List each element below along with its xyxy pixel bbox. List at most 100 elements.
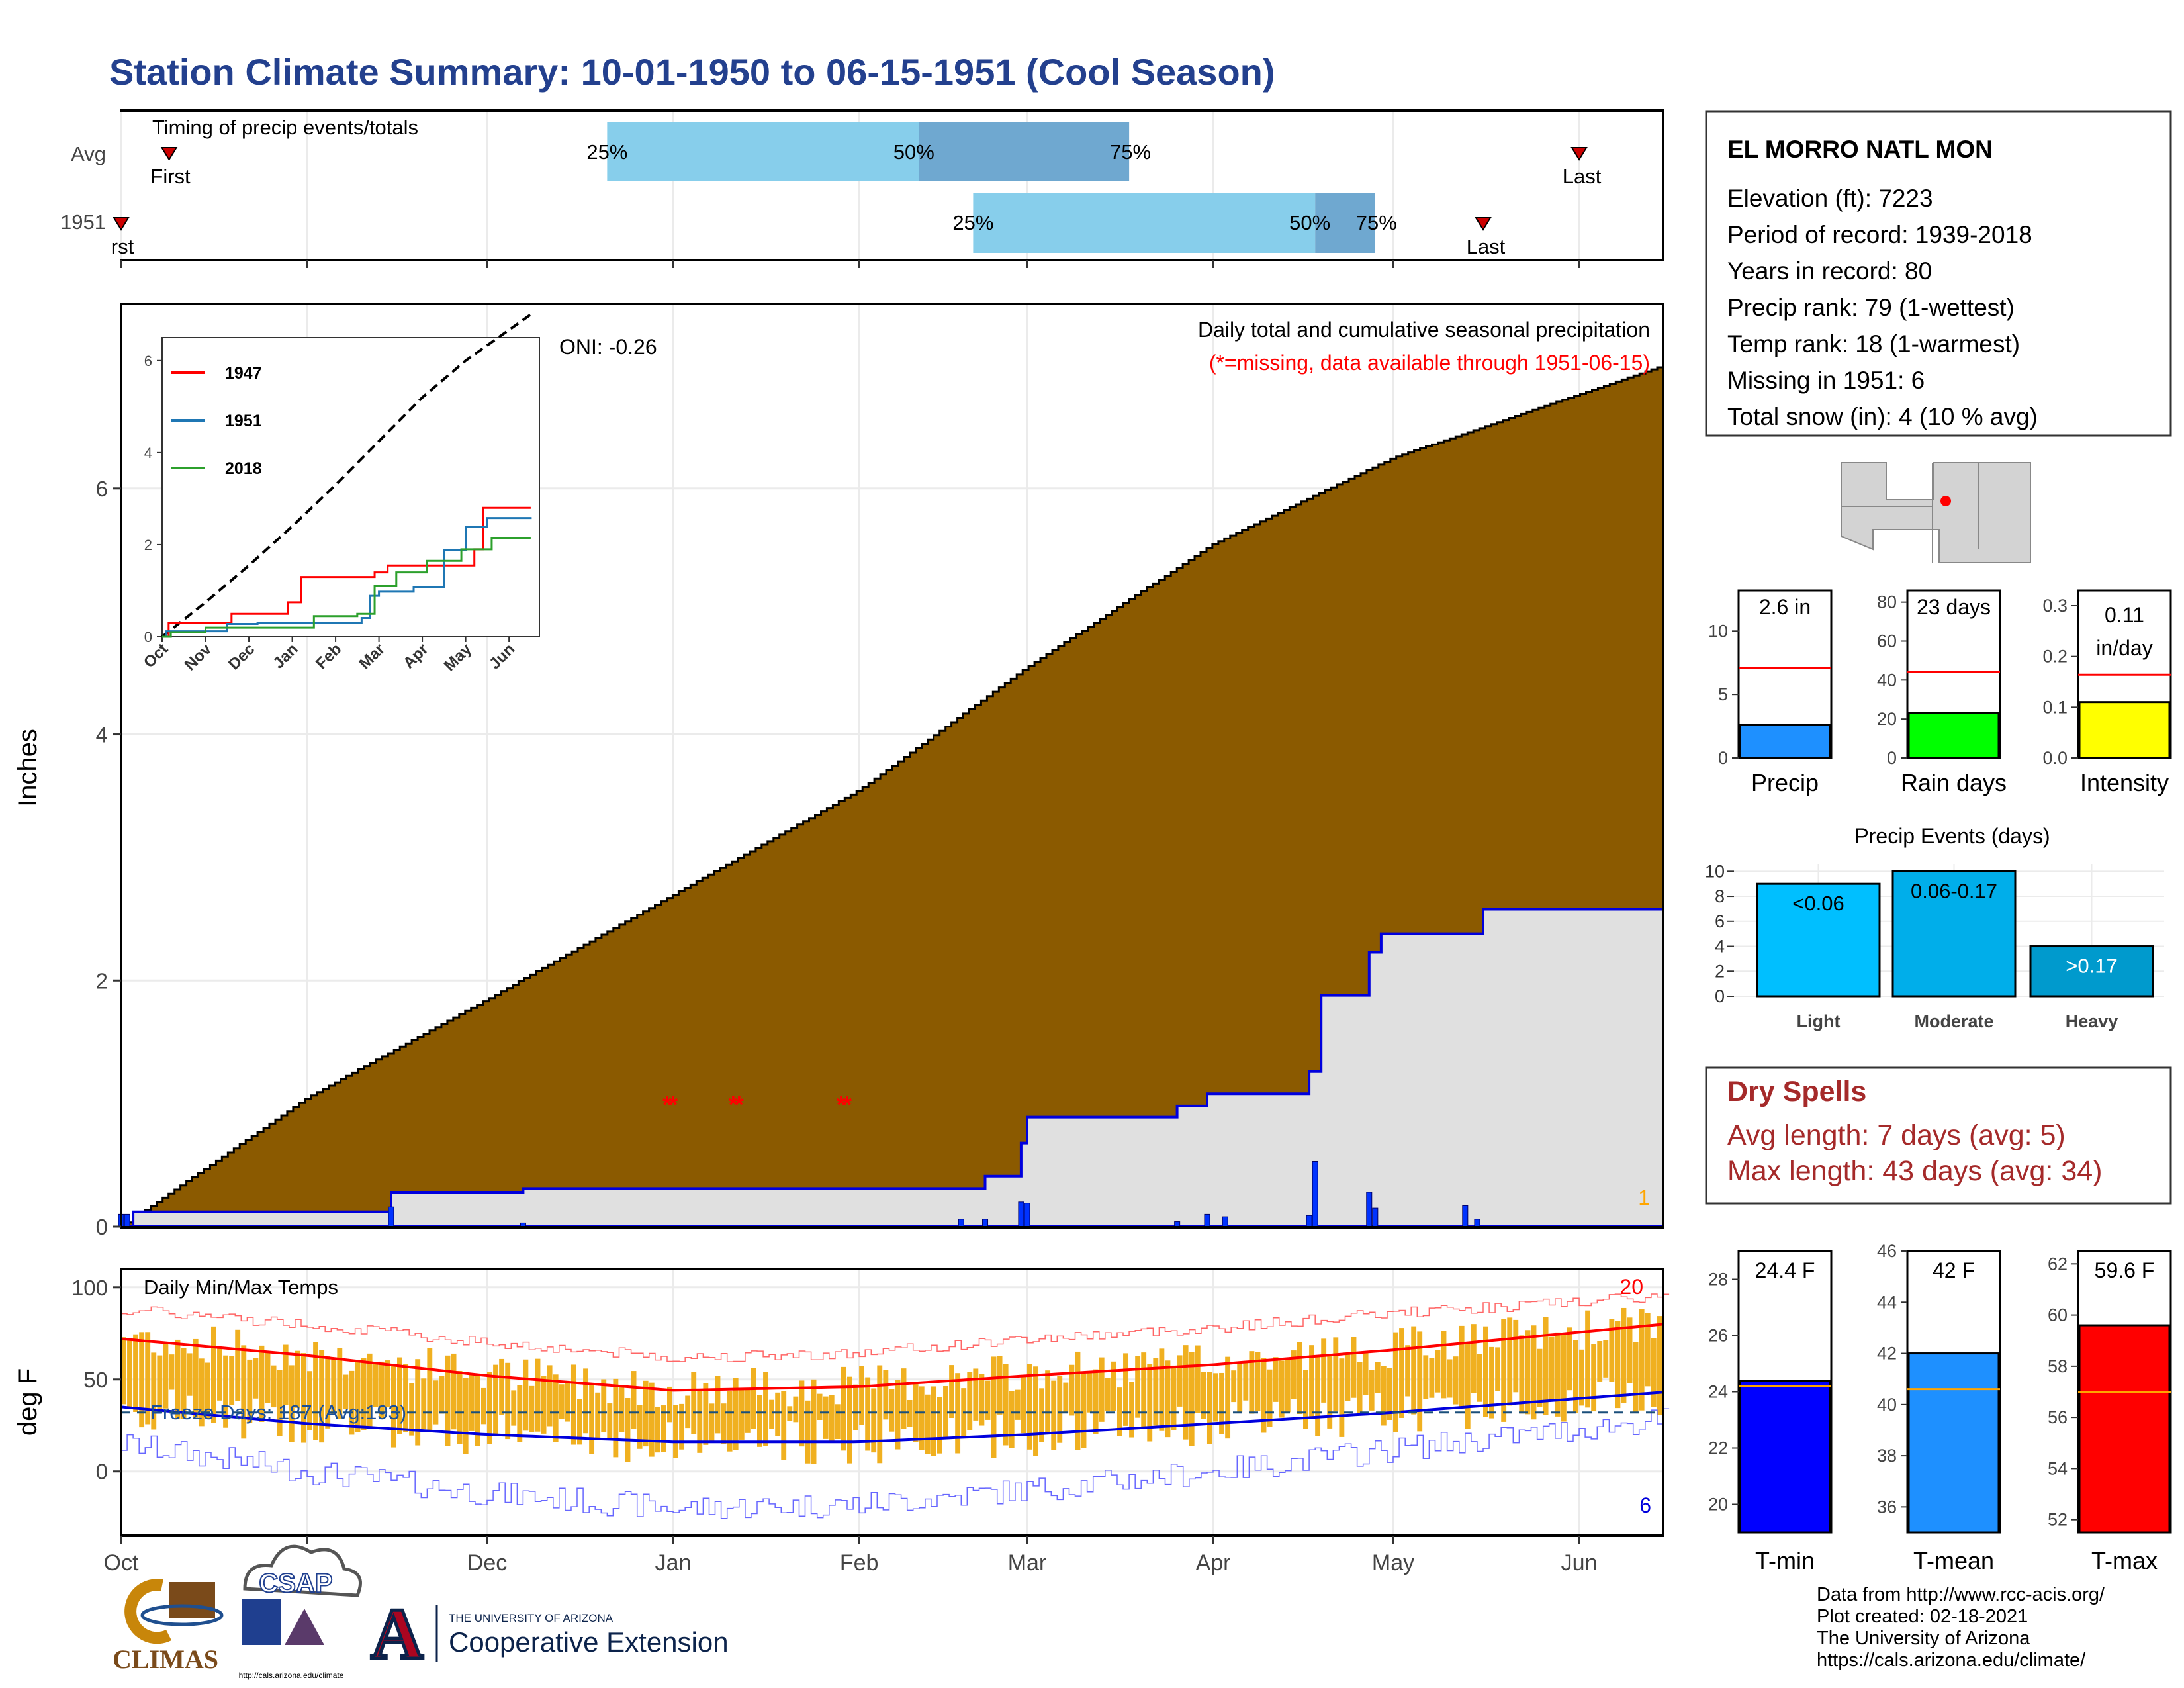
daily-temp-bar: [895, 1380, 901, 1450]
daily-temp-bar: [487, 1372, 492, 1444]
timing-label-75: 75%: [1356, 211, 1397, 234]
daily-temp-bar: [1591, 1344, 1597, 1412]
credit-line-3: The University of Arizona: [1817, 1628, 2030, 1649]
daily-temp-bar: [480, 1387, 486, 1425]
temp-y-tick-label: 100: [71, 1276, 108, 1300]
daily-temp-bar: [727, 1391, 733, 1452]
missing-data-mark: *: [842, 1091, 852, 1118]
events-bar: [1891, 870, 2017, 998]
daily-temp-bar: [1615, 1321, 1621, 1409]
gauge-value-label: 0.11: [2105, 603, 2144, 627]
record-min-line: [121, 1408, 1670, 1519]
dry-spells-box: Dry Spells Avg length: 7 days (avg: 5) M…: [1705, 1066, 2172, 1205]
daily-precip-bar: [1462, 1205, 1469, 1227]
last-event-label: Last: [1563, 165, 1602, 188]
daily-temp-bar: [697, 1389, 703, 1453]
temp-series: [120, 1293, 1670, 1519]
daily-temp-bar: [1291, 1350, 1297, 1399]
daily-temp-bar: [1015, 1389, 1021, 1420]
daily-temp-bar: [570, 1364, 576, 1445]
map-states: [1841, 462, 2031, 563]
daily-temp-bar: [300, 1353, 306, 1443]
daily-temp-bar: [1165, 1360, 1171, 1438]
daily-temp-bar: [1369, 1370, 1375, 1411]
temp-gauge-tick-label: 62: [2048, 1254, 2068, 1274]
temp-gauge-tick-label: 52: [2048, 1510, 2068, 1530]
timing-label-25: 25%: [586, 140, 627, 164]
gauge-tick-label: 10: [1708, 621, 1728, 641]
daily-temp-bar: [1327, 1354, 1333, 1429]
events-range-label: >0.17: [2066, 955, 2117, 978]
daily-temp-bar: [565, 1382, 570, 1422]
daily-temp-bar: [589, 1383, 595, 1454]
gauge-value-unit: in/day: [2096, 636, 2152, 660]
station-detail-line: Period of record: 1939-2018: [1727, 221, 2032, 248]
daily-temp-bar: [1009, 1391, 1015, 1448]
daily-temp-bar: [1375, 1362, 1381, 1393]
daily-temp-bar: [265, 1351, 271, 1403]
temp-gauge-label: T-min: [1755, 1547, 1815, 1574]
daily-temp-bar: [1261, 1358, 1267, 1433]
daily-temp-bar: [1399, 1328, 1404, 1418]
station-detail-line: Elevation (ft): 7223: [1727, 185, 1933, 212]
events-tick-label: 6: [1715, 912, 1725, 931]
precip-gauges: 0 5 10 2.6 in Precip 0 20 40 60 80 23 days Rain day…: [1708, 589, 2172, 796]
daily-temp-bar: [1417, 1331, 1423, 1432]
daily-temp-bar: [1135, 1356, 1141, 1418]
daily-temp-bar: [259, 1345, 265, 1422]
gauge-fill: [1739, 724, 1831, 759]
daily-temp-bar: [235, 1329, 241, 1401]
timing-label-25: 25%: [952, 211, 993, 234]
csap-url: http://cals.arizona.edu/climate: [239, 1671, 344, 1680]
daily-temp-bar: [145, 1332, 151, 1425]
daily-temp-bar: [499, 1358, 505, 1415]
daily-temp-bar: [1111, 1361, 1116, 1411]
daily-temp-bar: [433, 1380, 439, 1425]
daily-temp-bar: [1123, 1353, 1128, 1426]
daily-temp-bar: [325, 1356, 331, 1429]
daily-temp-bar: [877, 1365, 883, 1464]
daily-precip-bar: [1366, 1192, 1373, 1227]
gauge-tick-label: 0.3: [2042, 596, 2068, 616]
x-tick-label: Oct: [104, 1550, 139, 1575]
daily-temp-bar: [949, 1365, 954, 1419]
y-tick-label: 6: [96, 477, 108, 501]
events-tick-label: 4: [1715, 937, 1725, 957]
climas-text: CLIMAS: [113, 1644, 218, 1674]
inset-y-tick-label: 0: [144, 629, 152, 645]
daily-temp-bar: [673, 1405, 678, 1458]
daily-temp-bar: [1609, 1319, 1615, 1382]
ua-mark: A: [371, 1593, 423, 1674]
daily-temp-bar: [691, 1372, 697, 1434]
first-event-label: First: [150, 165, 191, 188]
daily-temp-bar: [1333, 1337, 1339, 1412]
daily-temp-bar: [733, 1378, 739, 1450]
daily-temp-bar: [1213, 1373, 1218, 1422]
station-detail-line: Precip rank: 79 (1-wettest): [1727, 294, 2015, 321]
dry-spells-title: Dry Spells: [1727, 1076, 1866, 1107]
gauge-label: Rain days: [1901, 769, 2007, 796]
daily-temp-bar: [1105, 1378, 1111, 1411]
daily-temp-bar: [223, 1355, 228, 1428]
daily-temp-bar: [997, 1356, 1003, 1415]
temp-panel: Daily Min/Max Temps Freeze Days: 187 (Av…: [13, 1268, 1670, 1537]
temp-gauge-tick-label: 44: [1877, 1292, 1897, 1312]
events-bars: 0 2 4 6 8 10 <0.06 Light 0.06-0.17 Moderate >0.17 H…: [1705, 861, 2164, 1031]
daily-temp-bar: [1237, 1361, 1243, 1413]
record-max-count: 20: [1619, 1275, 1643, 1299]
daily-temp-bar: [1555, 1332, 1561, 1417]
events-bar: [2029, 945, 2154, 998]
temp-y-axis-label: deg F: [13, 1368, 42, 1436]
inset-series-line: [162, 517, 532, 638]
daily-temp-bar: [1219, 1372, 1224, 1434]
gauge-label: Precip: [1751, 769, 1819, 796]
temp-gauge-fill: [1739, 1380, 1831, 1534]
daily-temp-bar: [1507, 1317, 1513, 1406]
daily-temp-bar: [517, 1385, 523, 1442]
daily-temp-bar: [421, 1378, 427, 1430]
first-event-label: rst: [111, 235, 134, 258]
gauge-tick-label: 20: [1877, 709, 1897, 729]
events-range-label: 0.06-0.17: [1911, 879, 1997, 902]
footer-logos: CLIMAS CSAP http://cals.arizona.edu/clim…: [113, 1544, 729, 1680]
temp-gauge-tick-label: 60: [2048, 1305, 2068, 1325]
